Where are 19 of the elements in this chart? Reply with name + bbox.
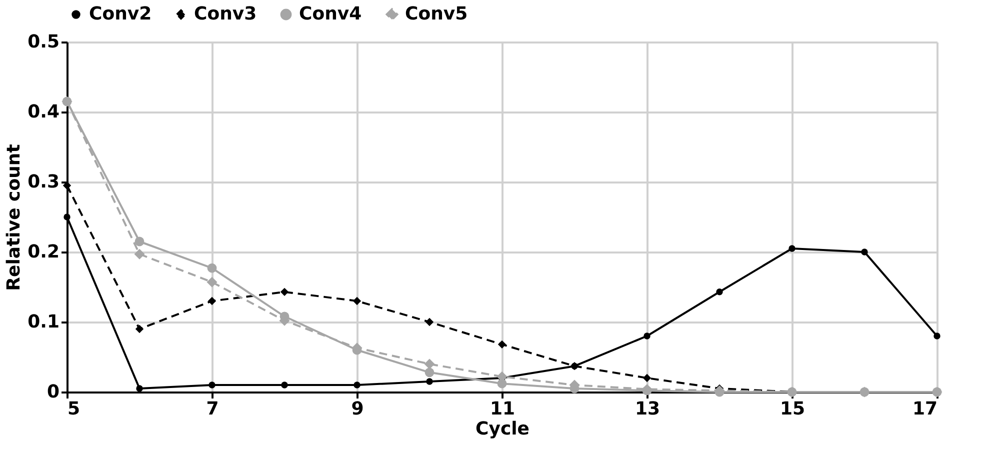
y-tick-label: 0 [46, 382, 60, 402]
y-axis-title: Relative count [4, 144, 25, 291]
y-tick-label: 0.1 [28, 312, 60, 332]
x-tick-label: 11 [490, 398, 516, 420]
y-tick-label: 0.5 [28, 32, 60, 52]
x-tick-label: 15 [780, 398, 806, 420]
x-axis-title: Cycle [476, 418, 530, 440]
legend-label: Conv2 [89, 4, 152, 24]
legend-label: Conv4 [299, 4, 362, 24]
y-tick-label: 0.4 [28, 102, 60, 122]
y-tick-label: 0.2 [28, 242, 60, 262]
legend-label: Conv5 [405, 3, 468, 24]
x-tick-label: 9 [351, 398, 364, 420]
y-tick-label: 0.3 [28, 172, 60, 192]
x-tick-label: 17 [912, 398, 938, 420]
x-tick-label: 7 [206, 398, 219, 420]
x-tick-label: 5 [68, 398, 80, 420]
x-tick-label: 13 [634, 398, 660, 420]
legend-label: Conv3 [194, 4, 257, 24]
